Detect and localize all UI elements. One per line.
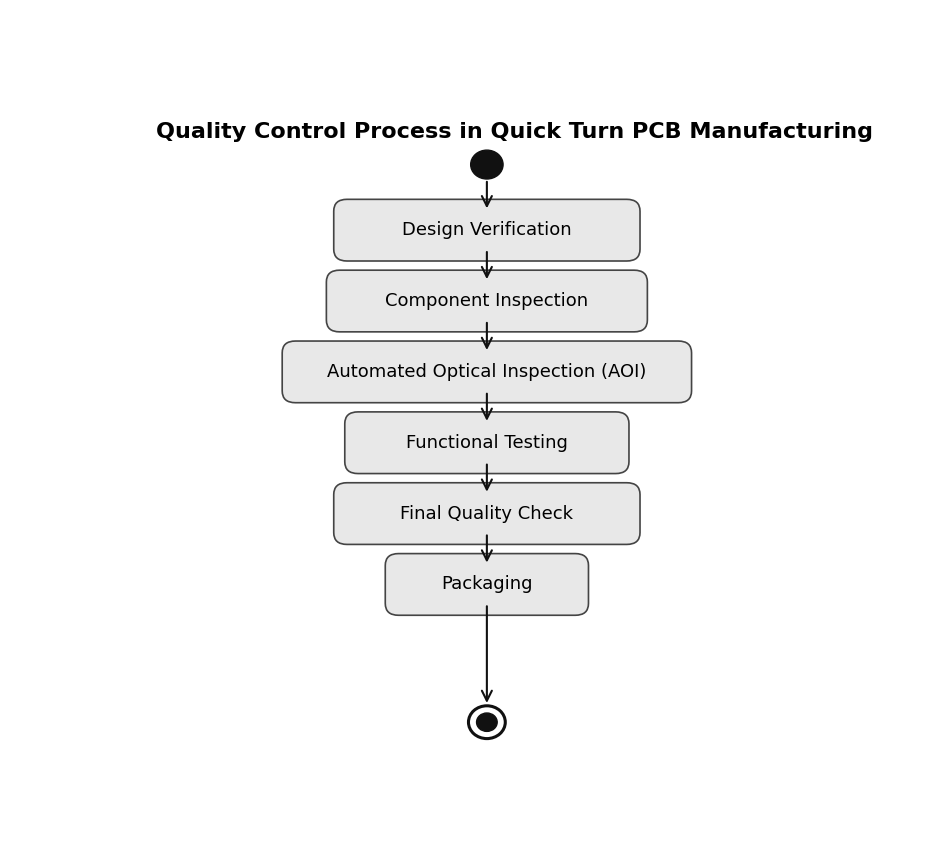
Text: Functional Testing: Functional Testing bbox=[406, 434, 568, 452]
FancyBboxPatch shape bbox=[333, 199, 640, 261]
Text: Design Verification: Design Verification bbox=[402, 222, 572, 239]
Text: Packaging: Packaging bbox=[441, 575, 533, 594]
Text: Final Quality Check: Final Quality Check bbox=[400, 504, 574, 522]
FancyBboxPatch shape bbox=[345, 412, 629, 474]
FancyBboxPatch shape bbox=[282, 341, 692, 403]
Text: Automated Optical Inspection (AOI): Automated Optical Inspection (AOI) bbox=[327, 363, 647, 381]
FancyBboxPatch shape bbox=[327, 270, 647, 332]
Text: Quality Control Process in Quick Turn PCB Manufacturing: Quality Control Process in Quick Turn PC… bbox=[156, 122, 872, 142]
FancyBboxPatch shape bbox=[333, 483, 640, 544]
Circle shape bbox=[470, 150, 504, 179]
Text: Component Inspection: Component Inspection bbox=[386, 292, 588, 310]
Circle shape bbox=[468, 705, 505, 739]
FancyBboxPatch shape bbox=[386, 554, 588, 615]
Circle shape bbox=[477, 713, 497, 731]
